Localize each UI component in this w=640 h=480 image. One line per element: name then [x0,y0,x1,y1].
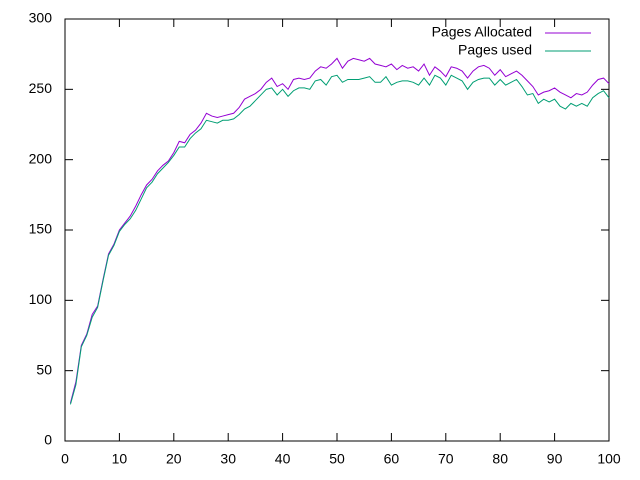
x-tick-label: 30 [220,451,236,467]
x-tick-label: 10 [112,451,128,467]
y-tick-label: 300 [29,10,53,26]
x-tick-label: 60 [384,451,400,467]
y-tick-label: 150 [29,221,53,237]
y-tick-label: 250 [29,80,53,96]
legend-label: Pages used [458,42,532,58]
x-tick-label: 0 [61,451,69,467]
x-tick-label: 20 [166,451,182,467]
plot-border [64,18,610,442]
x-tick-label: 80 [492,451,508,467]
series-line [69,74,610,405]
x-tick-label: 50 [329,451,345,467]
series-line [69,57,610,404]
y-tick-label: 100 [29,291,53,307]
x-tick-label: 90 [547,451,563,467]
y-tick-label: 200 [29,150,53,166]
legend-label: Pages Allocated [432,24,532,40]
x-tick-label: 70 [438,451,454,467]
x-tick-label: 100 [597,451,621,467]
x-tick-label: 40 [275,451,291,467]
y-tick-label: 0 [44,432,52,448]
y-tick-label: 50 [36,361,52,377]
